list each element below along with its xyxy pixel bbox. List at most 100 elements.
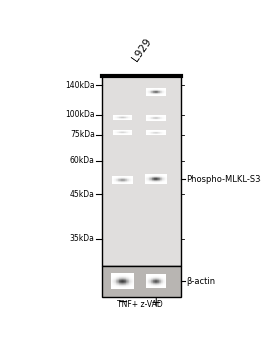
Bar — [133, 278, 134, 279]
Bar — [133, 279, 134, 280]
Bar — [133, 274, 134, 275]
Bar — [154, 279, 155, 280]
Bar — [118, 274, 119, 275]
Bar — [121, 286, 122, 287]
Bar — [115, 282, 116, 283]
Bar — [111, 280, 112, 281]
Bar — [126, 286, 127, 287]
Bar — [130, 275, 131, 276]
Bar — [161, 282, 162, 283]
Bar — [148, 276, 149, 277]
Bar — [123, 280, 124, 281]
Bar — [115, 285, 116, 286]
Bar — [115, 274, 116, 275]
Bar — [115, 276, 116, 277]
Bar — [163, 274, 164, 275]
Bar — [116, 279, 117, 280]
Bar — [158, 287, 159, 288]
Bar — [114, 287, 115, 288]
Bar — [112, 274, 113, 275]
Bar — [119, 285, 120, 286]
Bar — [163, 277, 164, 278]
Bar — [116, 283, 117, 284]
Bar — [125, 285, 126, 286]
Bar — [158, 274, 159, 275]
Bar — [129, 287, 130, 288]
Bar — [119, 286, 120, 287]
Bar — [115, 277, 116, 278]
Bar — [116, 288, 117, 289]
Bar — [120, 281, 121, 282]
Bar — [164, 281, 165, 282]
Bar — [152, 274, 153, 275]
Bar — [118, 277, 119, 278]
Bar — [149, 276, 150, 277]
Bar — [116, 278, 117, 279]
Bar — [160, 276, 161, 277]
Bar — [122, 274, 123, 275]
Bar — [152, 281, 153, 282]
Bar — [131, 285, 132, 286]
Bar — [151, 278, 152, 279]
Bar — [152, 274, 153, 275]
Bar — [133, 283, 134, 284]
Bar — [152, 286, 153, 287]
Bar — [126, 280, 127, 281]
Bar — [165, 280, 166, 281]
Bar — [116, 275, 117, 276]
Bar — [112, 288, 113, 289]
Bar — [116, 278, 117, 279]
Bar — [132, 282, 133, 283]
Bar — [126, 277, 127, 278]
Bar — [115, 282, 116, 283]
Bar — [159, 278, 160, 279]
Bar — [129, 277, 130, 278]
Bar — [155, 283, 156, 284]
Bar — [127, 282, 128, 283]
Bar — [133, 275, 134, 276]
Bar — [112, 283, 114, 284]
Bar — [157, 277, 158, 278]
Bar — [146, 274, 147, 275]
Bar — [147, 283, 148, 284]
Bar — [113, 287, 114, 288]
Bar — [111, 285, 112, 286]
Bar — [156, 282, 157, 283]
Bar — [124, 278, 125, 279]
Bar — [133, 278, 134, 279]
Bar — [126, 276, 127, 277]
Text: +: + — [151, 296, 161, 309]
Bar — [129, 278, 130, 279]
Bar — [147, 286, 148, 287]
Bar — [121, 282, 122, 283]
Bar — [159, 287, 160, 288]
Bar — [133, 284, 134, 285]
Bar — [123, 276, 124, 277]
Bar — [127, 277, 128, 278]
Bar — [161, 276, 162, 277]
Bar — [163, 274, 164, 275]
Bar — [127, 282, 128, 283]
Bar — [152, 274, 153, 275]
Bar — [129, 276, 130, 277]
Bar — [123, 274, 124, 275]
Bar — [148, 282, 149, 283]
Bar — [149, 279, 150, 280]
Bar — [130, 274, 131, 275]
Bar — [129, 279, 130, 280]
Bar — [124, 284, 125, 285]
Bar — [122, 275, 123, 276]
Bar — [116, 276, 117, 277]
Bar — [156, 280, 157, 281]
Bar — [156, 281, 157, 282]
Bar — [113, 279, 114, 280]
Bar — [125, 274, 126, 275]
Bar — [164, 279, 165, 280]
Bar — [161, 287, 162, 288]
Bar — [118, 283, 119, 284]
Bar — [150, 277, 151, 278]
Bar — [112, 281, 113, 282]
Bar — [126, 281, 127, 282]
Bar — [122, 274, 123, 275]
Bar — [117, 277, 118, 278]
